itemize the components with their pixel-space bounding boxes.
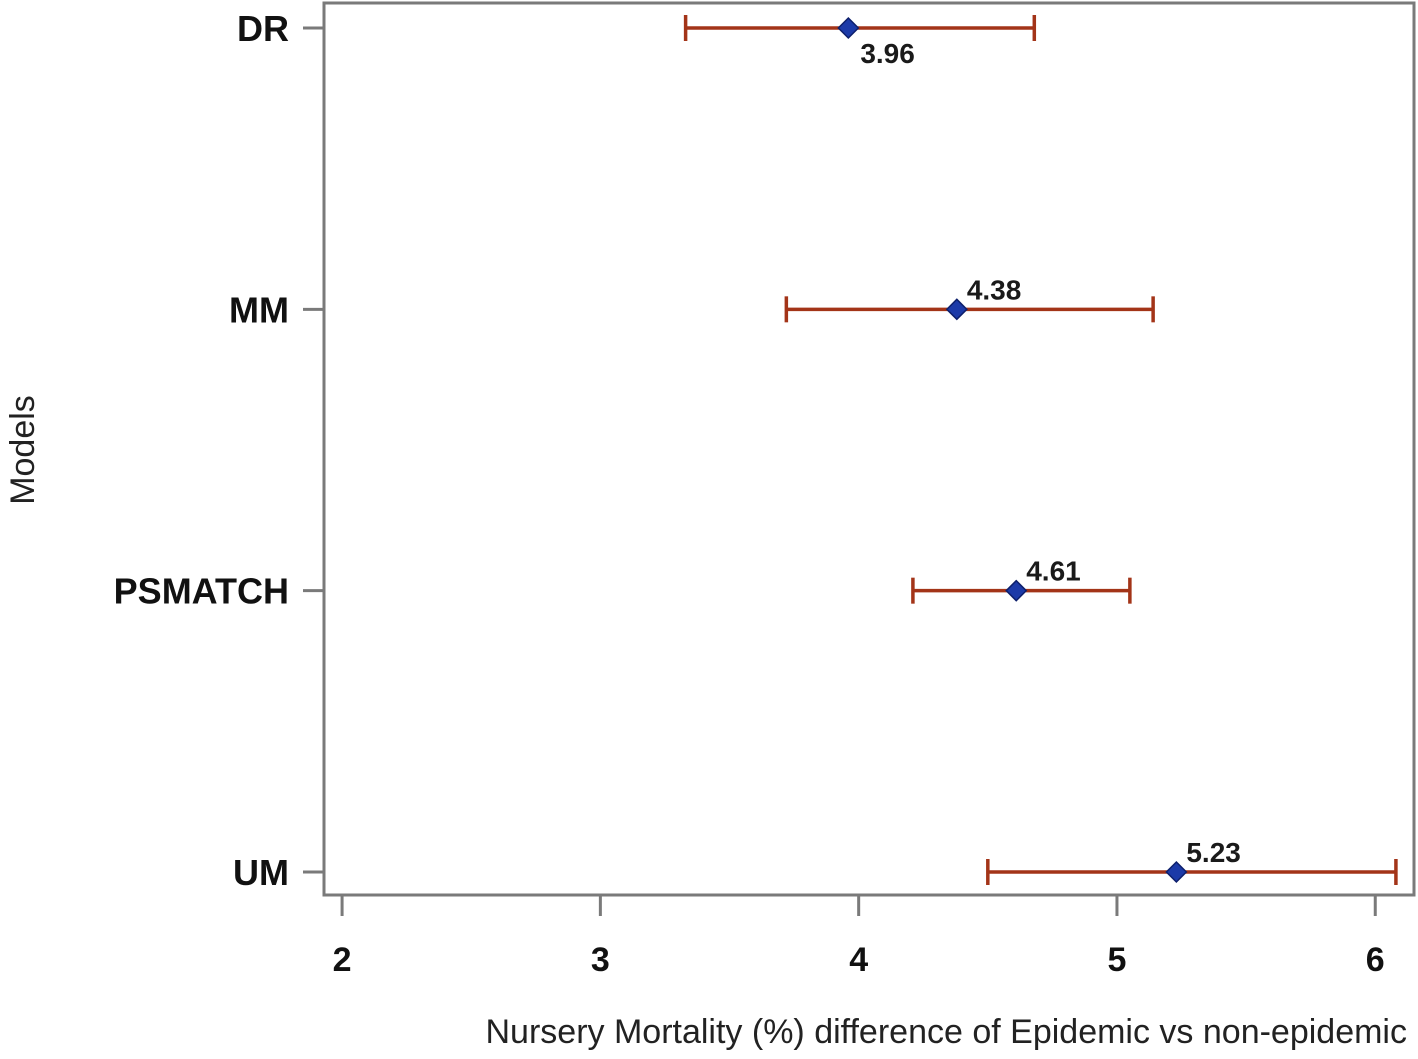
x-axis-title: Nursery Mortality (%) difference of Epid… xyxy=(486,1013,1408,1051)
estimate-markers xyxy=(837,16,1188,884)
y-label-mm: MM xyxy=(229,289,289,330)
x-axis-tick-labels: 2 3 4 5 6 xyxy=(333,941,1385,979)
estimate-marker-dr xyxy=(837,16,860,40)
plot-frame xyxy=(322,1,1416,897)
estimate-marker-mm xyxy=(945,298,968,321)
confidence-interval-bars xyxy=(683,15,1398,885)
x-tick-label-6: 6 xyxy=(1366,941,1385,979)
y-axis-title: Models xyxy=(4,395,42,505)
x-tick-label-3: 3 xyxy=(591,941,610,979)
y-axis-category-labels: DR MM PSMATCH UM xyxy=(114,8,289,893)
x-axis-ticks xyxy=(340,895,1377,916)
x-tick-label-4: 4 xyxy=(849,941,868,979)
estimate-label-um: 5.23 xyxy=(1186,837,1241,868)
estimate-label-psmatch: 4.61 xyxy=(1026,556,1081,587)
y-label-psmatch: PSMATCH xyxy=(114,571,289,612)
estimate-label-mm: 4.38 xyxy=(967,274,1022,305)
estimate-label-dr: 3.96 xyxy=(860,38,915,69)
y-label-dr: DR xyxy=(237,8,289,49)
estimate-value-labels: 3.96 4.38 4.61 5.23 xyxy=(860,38,1241,868)
x-tick-label-5: 5 xyxy=(1108,941,1127,979)
y-label-um: UM xyxy=(233,852,289,893)
estimate-marker-um xyxy=(1165,860,1188,884)
x-tick-label-2: 2 xyxy=(333,941,352,979)
estimate-marker-psmatch xyxy=(1005,579,1028,602)
y-axis-ticks xyxy=(303,26,324,874)
